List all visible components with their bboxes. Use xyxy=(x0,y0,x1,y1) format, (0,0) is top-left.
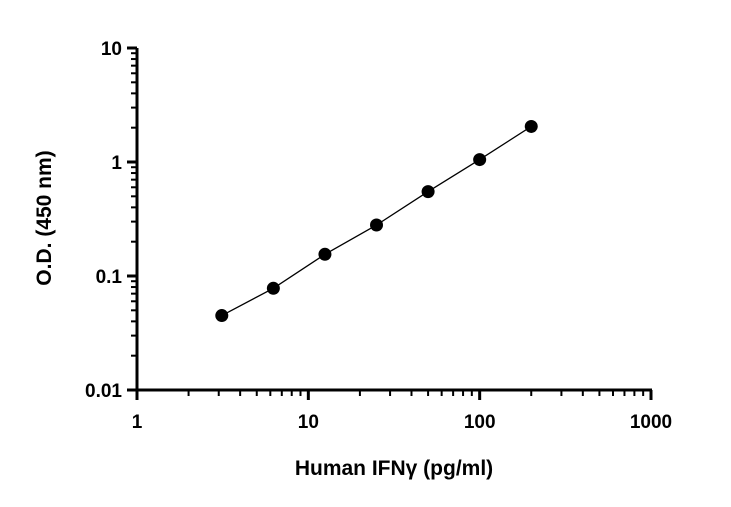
x-tick-label: 1000 xyxy=(630,412,672,433)
data-point xyxy=(524,119,538,133)
y-axis-title: O.D. (450 nm) xyxy=(33,150,56,285)
tick-labels: 1 10 100 1000 0.01 0.1 1 10 xyxy=(85,39,672,433)
data-point xyxy=(318,247,332,261)
data-point xyxy=(370,218,384,232)
major-ticks xyxy=(127,46,653,400)
x-tick-label: 10 xyxy=(298,412,319,433)
data-points xyxy=(215,119,538,323)
x-tick-label: 100 xyxy=(464,412,496,433)
data-point xyxy=(215,309,229,323)
y-tick-label: 1 xyxy=(111,153,122,174)
data-point xyxy=(266,281,280,295)
axes xyxy=(135,48,652,392)
y-tick-label: 0.01 xyxy=(85,381,122,402)
x-axis-title: Human IFNγ (pg/ml) xyxy=(295,457,493,480)
y-tick-label: 10 xyxy=(101,39,122,60)
data-point xyxy=(473,153,487,167)
data-point xyxy=(421,185,435,199)
x-tick-label: 1 xyxy=(132,412,143,433)
y-tick-label: 0.1 xyxy=(96,267,123,288)
minor-ticks xyxy=(131,52,645,396)
